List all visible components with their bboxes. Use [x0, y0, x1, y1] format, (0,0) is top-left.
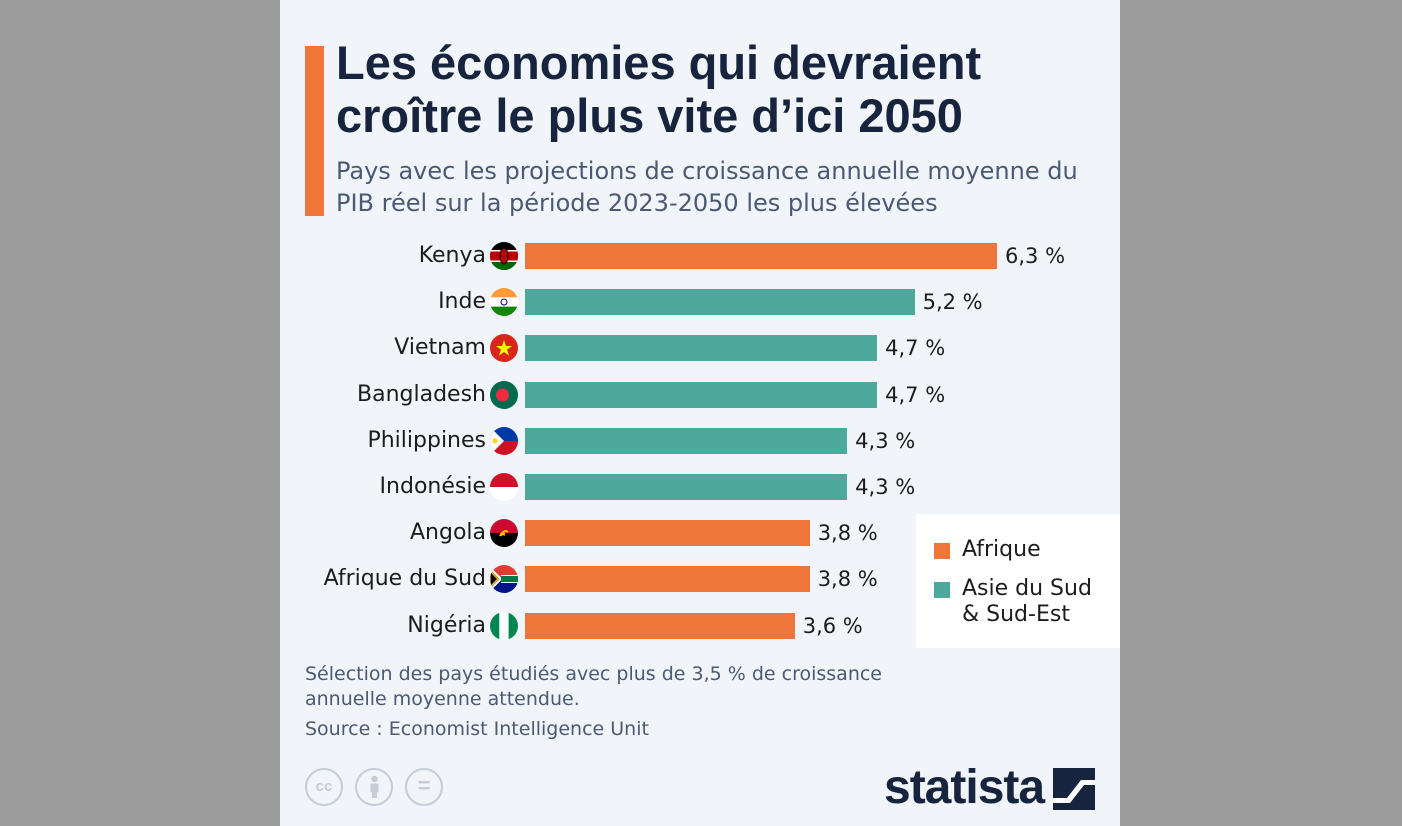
value-label: 3,6 %	[802, 613, 863, 638]
value-label: 4,3 %	[855, 428, 916, 453]
category-label: Bangladesh	[357, 381, 486, 407]
chart-title: Les économies qui devraient croître le p…	[336, 36, 982, 142]
bar-row: Philippines 4,3 %	[280, 426, 1120, 463]
bar-row: Angola 3,8 %	[280, 519, 1120, 555]
bar	[525, 612, 795, 639]
attribution-icon[interactable]	[355, 768, 393, 806]
title-accent-bar	[305, 46, 324, 216]
angola-flag-icon	[490, 519, 518, 548]
legend-swatch-asia	[934, 582, 950, 598]
category-label: Nigéria	[407, 612, 486, 638]
legend-label-africa: Afrique	[962, 537, 1041, 562]
value-label: 3,8 %	[817, 567, 878, 592]
category-label: Inde	[438, 289, 486, 315]
no-derivatives-icon[interactable]: =	[405, 768, 443, 806]
category-label: Afrique du Sud	[323, 566, 486, 592]
bar	[525, 243, 997, 269]
statista-logo-icon[interactable]	[1053, 768, 1095, 810]
footnote: Sélection des pays étudiés avec plus de …	[305, 663, 882, 710]
source-line: Source : Economist Intelligence Unit	[305, 718, 649, 740]
cc-icon[interactable]: cc	[305, 768, 343, 806]
legend: Afrique Asie du Sud & Sud-Est	[916, 514, 1120, 648]
value-label: 4,7 %	[885, 382, 946, 407]
category-label: Vietnam	[394, 335, 486, 361]
nigeria-flag-icon	[490, 611, 518, 640]
bar-row: Indonésie 4,3 %	[280, 473, 1120, 509]
category-label: Kenya	[418, 243, 486, 268]
bar	[525, 427, 848, 454]
bar-row: Nigéria 3,6 %	[280, 611, 1120, 648]
bangladesh-flag-icon	[490, 380, 518, 409]
bar	[525, 474, 848, 500]
value-label: 4,7 %	[885, 336, 946, 361]
bar	[525, 566, 810, 593]
value-label: 3,8 %	[817, 521, 878, 546]
philippines-flag-icon	[490, 426, 518, 455]
category-label: Angola	[409, 520, 486, 546]
legend-label-asia: Asie du Sud & Sud-Est	[962, 576, 1092, 627]
statista-logo-text[interactable]: statista	[884, 761, 1045, 814]
value-label: 4,3 %	[855, 475, 916, 499]
indonesia-flag-icon	[490, 473, 518, 501]
infographic-card: Les économies qui devraient croître le p…	[280, 0, 1120, 826]
category-label: Indonésie	[379, 474, 486, 499]
vietnam-flag-icon	[490, 334, 518, 363]
bar-row: Bangladesh 4,7 %	[280, 380, 1120, 417]
value-label: 6,3 %	[1005, 244, 1066, 268]
value-label: 5,2 %	[922, 290, 983, 315]
bar-row: Kenya 6,3 %	[280, 242, 1120, 278]
bar	[525, 520, 810, 547]
bar-row: Vietnam 4,7 %	[280, 334, 1120, 370]
india-flag-icon	[490, 288, 518, 317]
chart-subtitle: Pays avec les projections de croissance …	[336, 157, 1078, 217]
category-label: Philippines	[367, 427, 486, 453]
person-icon	[370, 775, 378, 798]
bar	[525, 289, 915, 316]
bar-row: Inde 5,2 %	[280, 288, 1120, 324]
south-africa-flag-icon	[490, 565, 518, 594]
legend-swatch-africa	[934, 543, 950, 559]
kenya-flag-icon	[490, 242, 518, 270]
bar-row: Afrique du Sud 3,8 %	[280, 565, 1120, 601]
bar	[525, 381, 878, 408]
bar	[525, 335, 878, 362]
